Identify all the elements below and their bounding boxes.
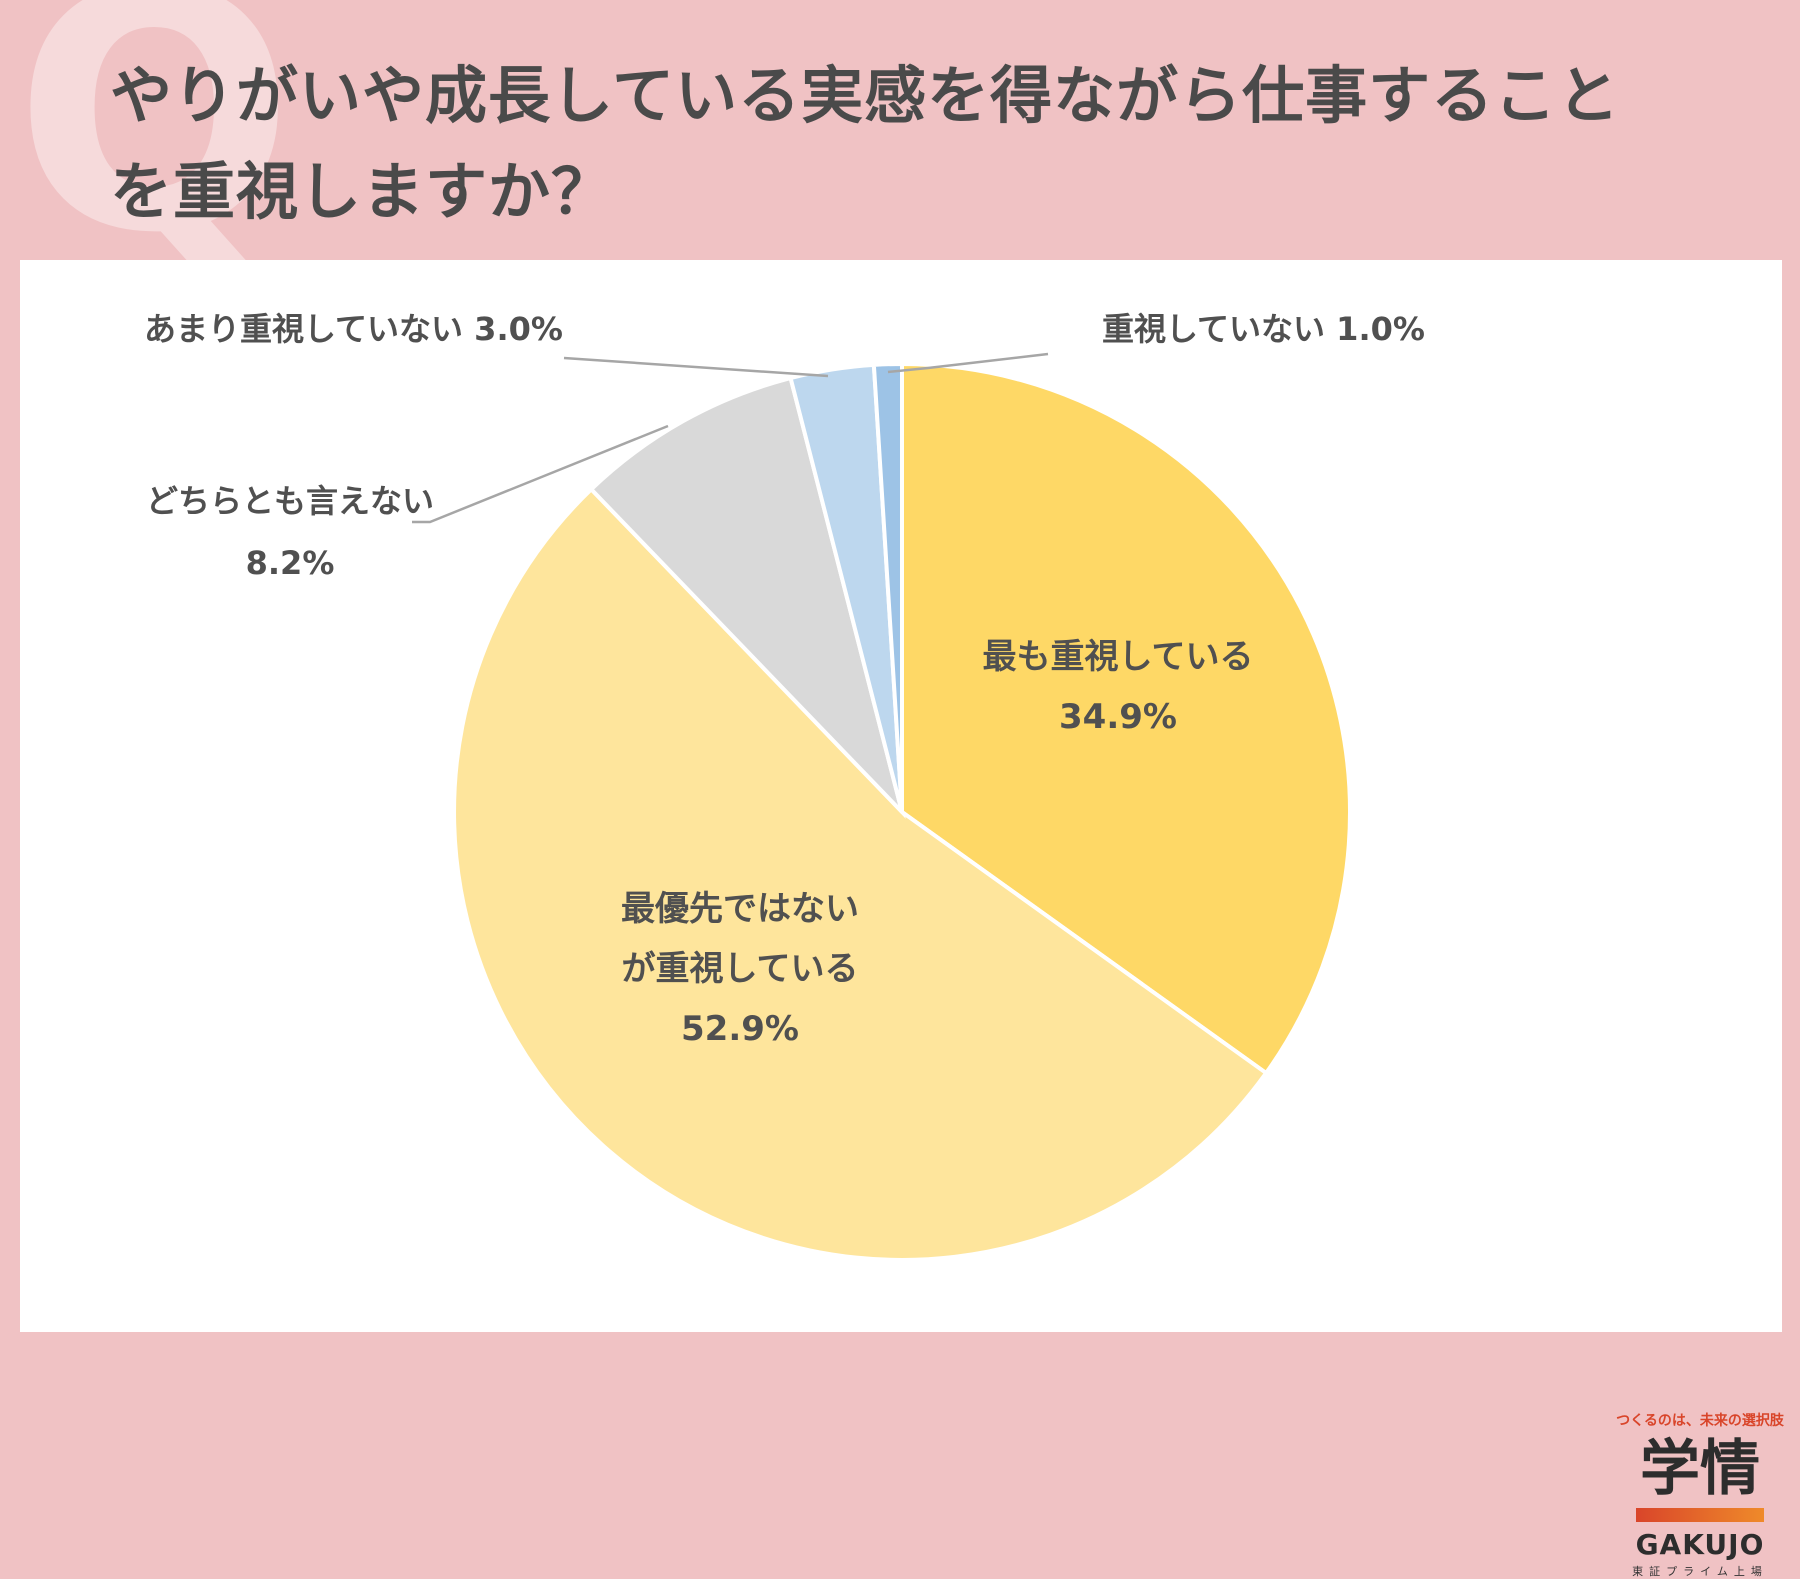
leader-line-3 <box>563 356 829 378</box>
infographic: Q やりがいや成長している実感を得ながら仕事すること を重視しますか？ 最も重視… <box>14 0 1790 1578</box>
gakujo-logo: つくるのは、未来の選択肢 学情 GAKUJO 東証プライム上場 <box>1610 1410 1790 1579</box>
q-mark-watermark: Q <box>14 0 295 305</box>
slice-label-3: あまり重視していない 3.0% <box>144 310 563 348</box>
slice-label-0: 最も重視している <box>983 637 1254 677</box>
logo-tagline: つくるのは、未来の選択肢 <box>1616 1413 1784 1429</box>
pie-slice-1 <box>452 486 1269 1262</box>
logo-brand: GAKUJO <box>1635 1528 1765 1561</box>
slice-label-1: が重視している <box>622 949 859 989</box>
logo-subtitle: 東証プライム上場 <box>1632 1565 1768 1578</box>
logo-mark: 学情 <box>1640 1434 1760 1504</box>
slice-label-4: 重視していない 1.0% <box>1102 310 1425 348</box>
slice-label-1: 最優先ではない <box>621 889 859 929</box>
pie-slice-0 <box>900 361 1353 1076</box>
question-title: やりがいや成長している実感を得ながら仕事すること を重視しますか？ <box>110 48 1790 240</box>
logo-accent-bar <box>1636 1508 1764 1522</box>
slice-label-2: どちらとも言えない <box>146 482 434 520</box>
leader-line-2 <box>412 424 669 524</box>
leader-line-4 <box>887 352 1049 374</box>
pie-slice-4 <box>871 361 904 813</box>
question-title-line-1: やりがいや成長している実感を得ながら仕事すること <box>110 59 1621 132</box>
slice-value-1: 52.9% <box>681 1009 799 1049</box>
chart-panel: 最も重視している 34.9% 最優先ではない が重視している 52.9% どちらとも言えな… <box>20 260 1784 1578</box>
slice-value-2: 8.2% <box>246 544 335 582</box>
pie-slice-2 <box>588 375 906 819</box>
question-title-line-2: を重視しますか？ <box>110 155 615 228</box>
slice-value-0: 34.9% <box>1059 697 1177 737</box>
